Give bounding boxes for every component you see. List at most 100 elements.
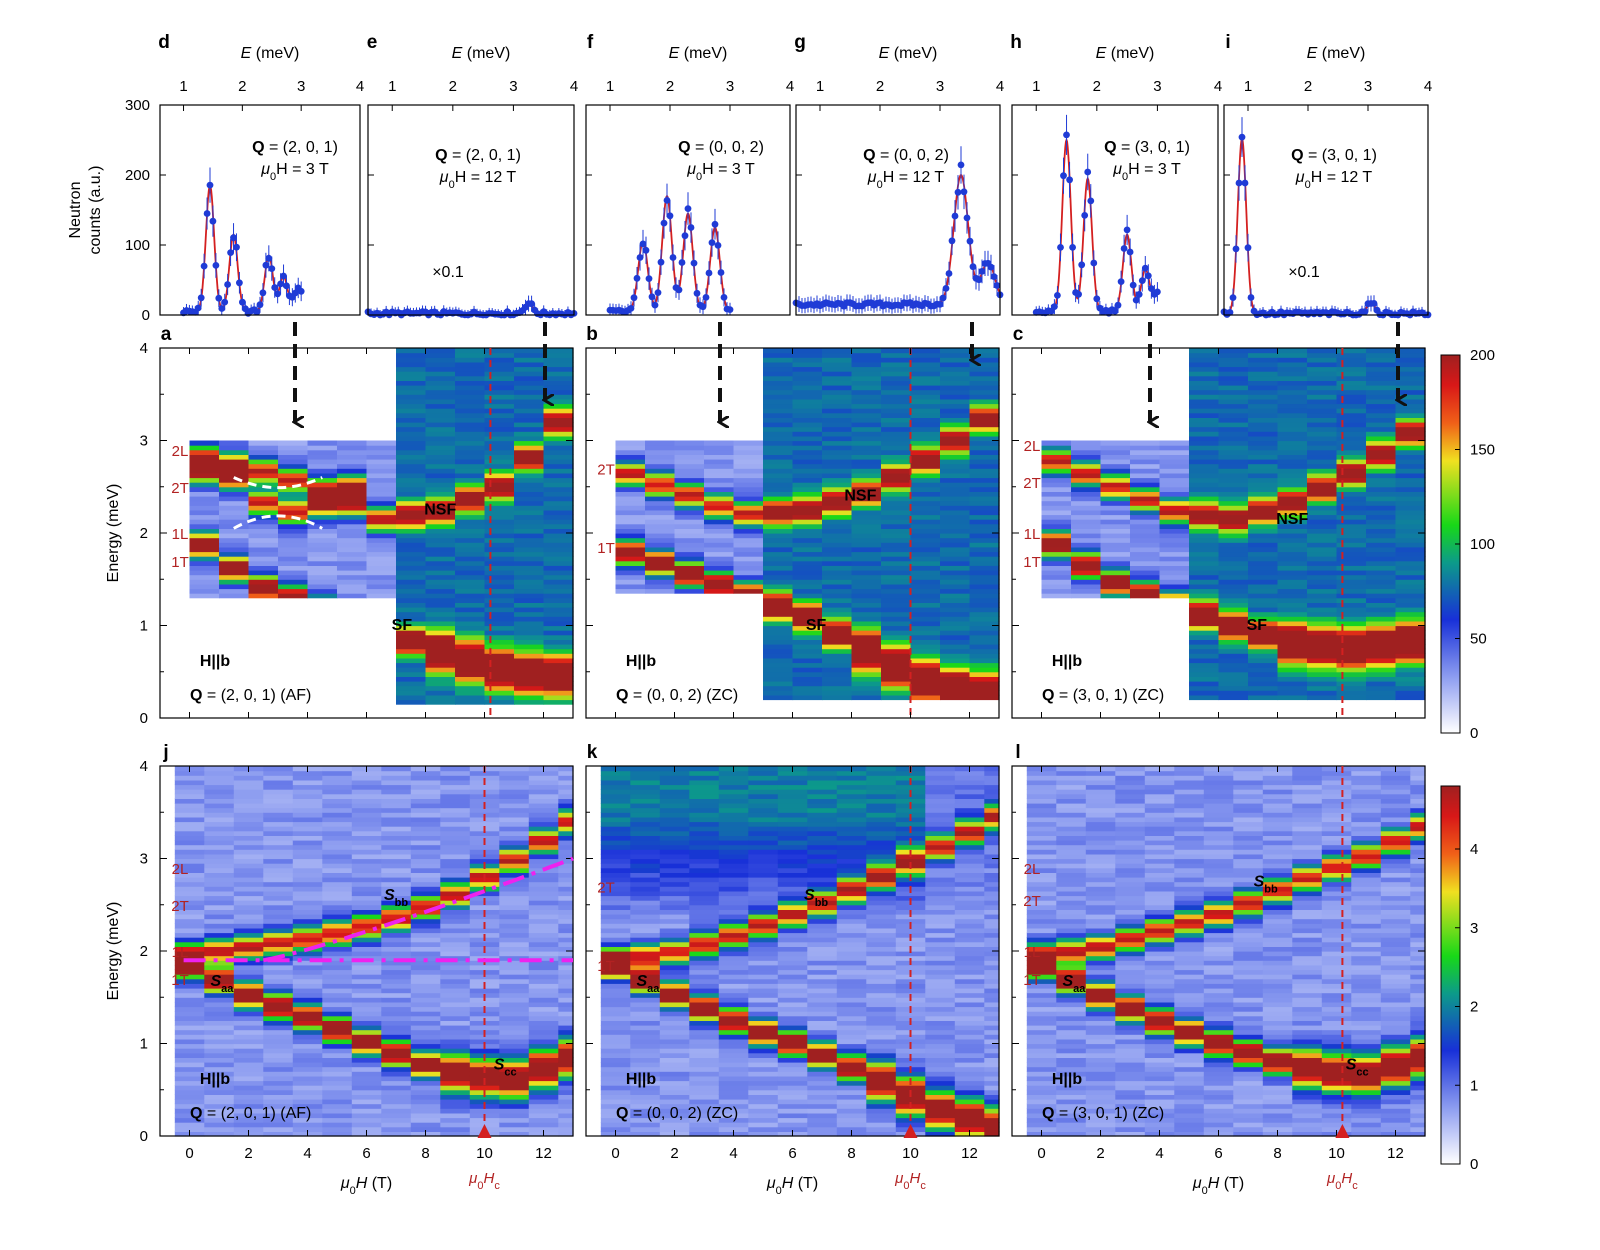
heat-cell [763,620,794,627]
heat-cell [1307,394,1338,400]
heat-cell [851,671,882,677]
heat-cell [881,588,912,594]
heat-cell [351,821,382,827]
heat-cell [630,1015,661,1021]
heat-cell [396,583,427,590]
heat-cell [396,403,427,409]
heat-cell [1366,542,1397,548]
heat-cell [851,597,882,603]
heat-cell [1336,463,1367,469]
heat-cell [836,969,867,975]
heat-cell [1189,551,1220,557]
heat-cell [763,482,794,488]
heat-cell [440,955,471,961]
heat-cell [219,551,250,557]
heat-cell [528,1126,559,1132]
heat-cell [1366,398,1397,405]
heat-cell [558,877,574,883]
heat-cell [425,620,456,627]
heat-cell [455,523,486,529]
heat-cell [792,542,823,548]
heat-cell [763,542,794,548]
heat-cell [1189,542,1220,548]
heat-cell [689,904,720,910]
heat-cell [925,1103,956,1109]
heat-cell [910,352,941,358]
heat-cell [659,844,690,850]
heat-cell [337,459,368,465]
heat-cell [174,807,205,813]
heat-cell [1277,611,1308,617]
heat-cell [1307,690,1338,696]
heat-cell [410,937,441,943]
heat-cell [174,918,205,924]
heat-cell [895,890,926,897]
heat-cell [1159,482,1190,488]
heat-cell [645,537,676,543]
data-point [1238,133,1246,141]
heat-cell [630,951,661,957]
heat-cell [910,403,941,409]
heat-cell [263,881,294,887]
heat-cell [822,477,853,483]
heat-cell [278,440,309,446]
heat-cell [410,844,441,850]
heat-cell [1071,505,1102,511]
heat-cell [836,955,867,961]
heat-cell [822,403,853,409]
heat-cell [410,840,441,846]
heat-cell [381,1057,412,1063]
heat-cell [1395,468,1426,474]
heat-cell [381,909,412,915]
heat-cell [836,960,867,966]
heat-cell [1277,366,1308,372]
heat-cell [822,542,853,548]
heat-cell [1100,556,1131,562]
heat-cell [425,394,456,400]
heat-cell [543,620,574,627]
heat-cell [514,352,545,358]
heat-cell [615,565,646,571]
heat-cell [1218,514,1249,520]
heat-cell [322,886,353,892]
heat-cell [851,593,882,599]
heat-cell [822,551,853,557]
data-point [1111,307,1119,315]
heat-cell [425,352,456,358]
heat-cell [263,988,294,994]
heat-cell [543,449,574,455]
heat-cell [1395,671,1426,677]
heat-cell [219,500,250,506]
heat-cell [396,348,427,354]
heat-cell [499,867,530,873]
heat-cell [969,505,1000,511]
heat-cell [851,348,882,354]
heat-cell [322,900,353,906]
heat-cell [689,840,720,846]
heat-cell [1189,445,1220,451]
heat-cell [174,1025,205,1031]
heat-cell [940,694,971,701]
heat-cell [381,937,412,943]
heat-cell [396,616,427,622]
heat-cell [645,574,676,580]
heat-cell [1395,403,1426,409]
heat-cell [1277,607,1308,613]
heat-cell [600,978,631,984]
heat-cell [866,1117,897,1123]
heat-cell [1218,597,1249,603]
heat-cell [822,398,853,405]
heat-cell [600,918,631,924]
heat-cell [704,537,735,543]
heat-cell [425,398,456,405]
heat-cell [440,1057,471,1063]
heat-cell [866,779,897,786]
heat-cell [292,918,323,924]
heat-cell [204,927,235,934]
heat-cell [718,1011,749,1017]
heat-cell [528,1089,559,1095]
heat-cell [1248,579,1279,585]
heat-cell [440,969,471,975]
heat-cell [219,459,250,465]
heat-cell [866,992,897,998]
